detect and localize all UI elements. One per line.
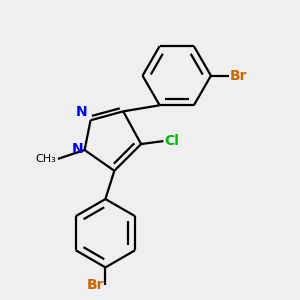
Text: N: N <box>76 105 88 119</box>
Text: Cl: Cl <box>164 134 179 148</box>
Text: Br: Br <box>86 278 104 292</box>
Text: CH₃: CH₃ <box>36 154 56 164</box>
Text: Br: Br <box>230 69 248 83</box>
Text: N: N <box>71 142 83 155</box>
